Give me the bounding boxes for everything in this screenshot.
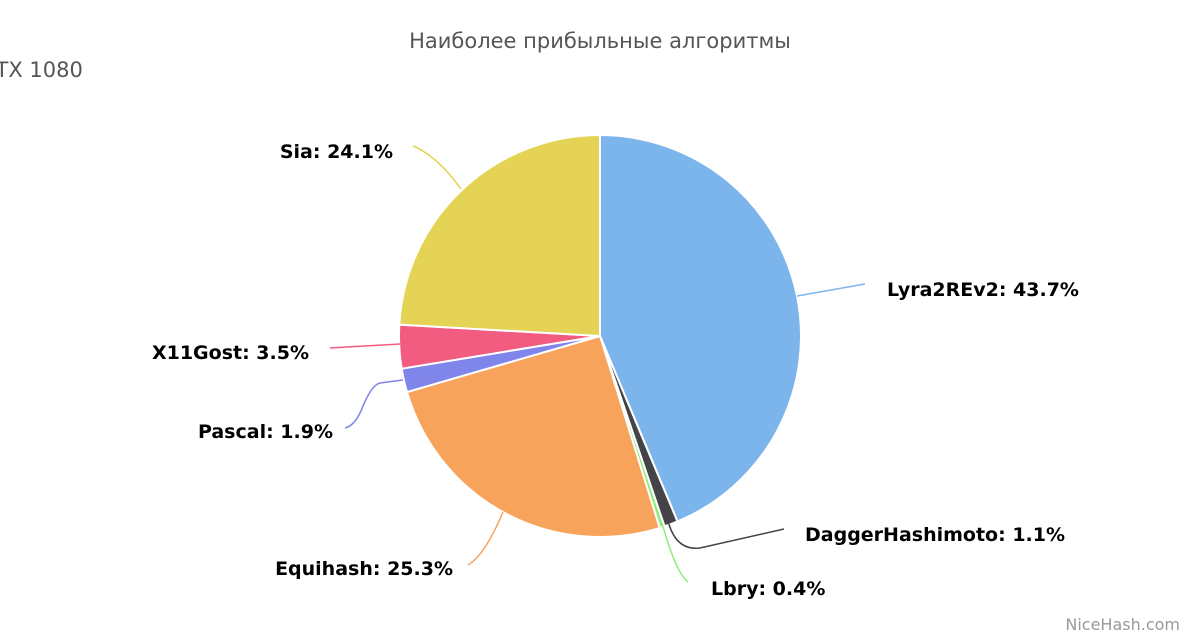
slice-label-lbry: Lbry: 0.4% [711,578,825,600]
slice-label-equihash: Equihash: 25.3% [275,558,453,580]
pie-slice-sia[interactable] [398,134,601,337]
pie-slice-lyra2rev2[interactable] [599,134,802,523]
connector-x11gost [329,343,401,349]
credits-link[interactable]: NiceHash.com [1065,615,1180,634]
connector-sia [412,145,462,190]
label-connectors [329,145,866,583]
slice-label-pascal: Pascal: 1.9% [198,421,333,443]
connector-daggerhashimoto [667,520,785,549]
slice-label-daggerhashimoto: DaggerHashimoto: 1.1% [805,524,1065,546]
connector-equihash [467,511,504,566]
pie-slice-equihash[interactable] [405,335,661,538]
connector-lyra2rev2 [796,283,866,297]
slice-labels: Lyra2REv2: 43.7% DaggerHashimoto: 1.1% Lbr… [152,141,1079,600]
connector-pascal [344,379,404,429]
connector-lbry [661,522,689,583]
slice-label-sia: Sia: 24.1% [280,141,393,163]
pie-slices [398,134,802,538]
slice-label-lyra2rev2: Lyra2REv2: 43.7% [887,279,1079,301]
chart-title: Наиболее прибыльные алгоритмы [409,29,791,53]
chart-subtitle: GTX 1080 [0,58,83,82]
slice-label-x11gost: X11Gost: 3.5% [152,342,309,364]
